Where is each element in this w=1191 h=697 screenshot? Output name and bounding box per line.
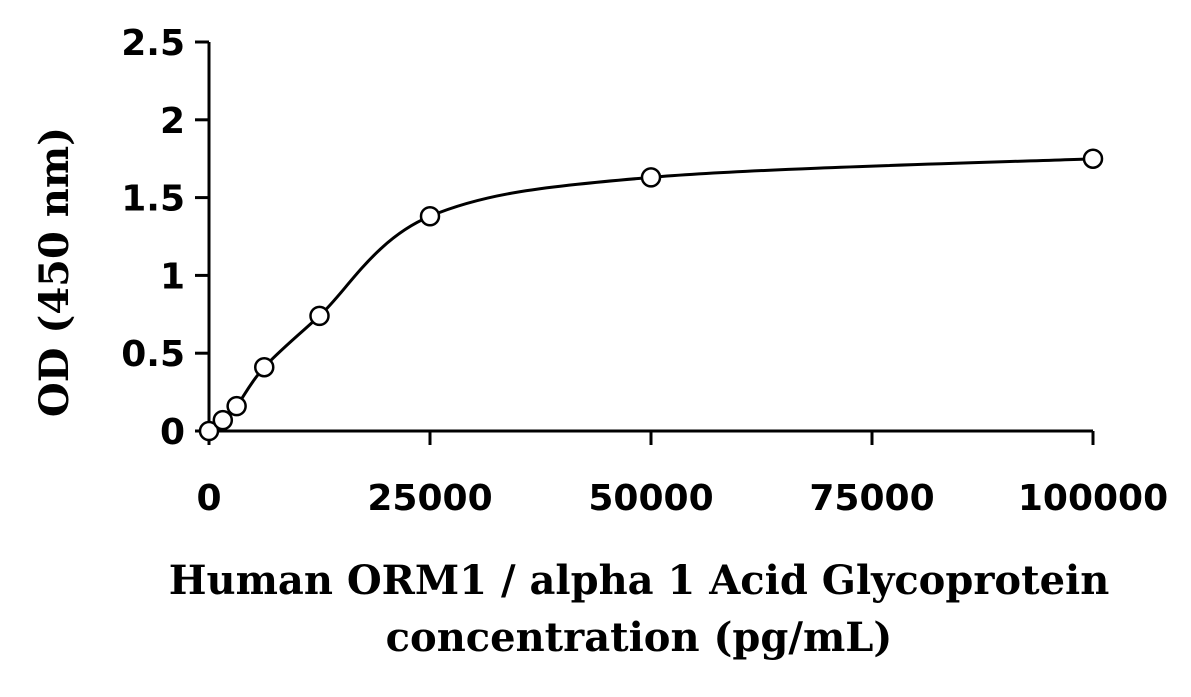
y-axis-ticks bbox=[195, 40, 209, 433]
x-tick-label: 100000 bbox=[1018, 478, 1168, 519]
x-axis-ticks bbox=[207, 431, 1095, 445]
y-axis-tick-labels: 0 0.5 1 1.5 2 2.5 bbox=[121, 23, 185, 453]
data-point bbox=[198, 420, 220, 442]
y-tick-label: 1.5 bbox=[121, 179, 185, 220]
x-axis-title-line-1: Human ORM1 / alpha 1 Acid Glycoprotein bbox=[169, 557, 1110, 604]
data-point bbox=[254, 356, 275, 378]
x-axis-title-line-2: concentration (pg/mL) bbox=[386, 614, 893, 661]
data-point bbox=[226, 395, 247, 417]
y-tick-label: 1 bbox=[160, 256, 185, 297]
x-axis-tick-labels: 0 25000 50000 75000 100000 bbox=[196, 478, 1168, 519]
y-axis-title: OD (450 nm) bbox=[31, 127, 78, 417]
data-point bbox=[309, 305, 330, 327]
data-point bbox=[419, 206, 441, 227]
data-points bbox=[198, 148, 1104, 442]
data-point bbox=[640, 167, 662, 188]
y-tick-label: 0.5 bbox=[121, 334, 185, 375]
x-tick-label: 0 bbox=[196, 478, 221, 519]
x-tick-label: 25000 bbox=[367, 478, 492, 519]
y-tick-label: 2.5 bbox=[121, 23, 185, 64]
x-tick-label: 50000 bbox=[588, 478, 713, 519]
y-tick-label: 2 bbox=[160, 101, 185, 142]
series-line bbox=[208, 157, 1094, 433]
data-point bbox=[212, 409, 234, 431]
y-tick-label: 0 bbox=[160, 412, 185, 453]
x-tick-label: 75000 bbox=[809, 478, 934, 519]
data-point bbox=[1082, 148, 1104, 169]
